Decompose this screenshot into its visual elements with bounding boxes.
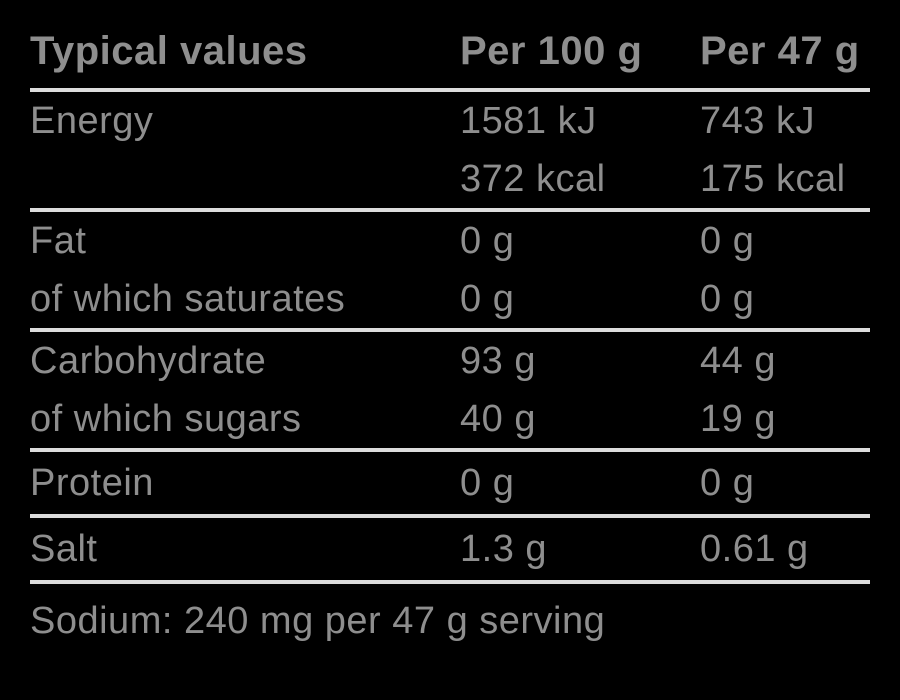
header-per-47g: Per 47 g xyxy=(700,29,860,73)
row-group-carbohydrate: Carbohydrate 93 g 44 g of which sugars 4… xyxy=(30,332,870,452)
row-label: Protein xyxy=(30,462,154,504)
value-per-47g: 19 g xyxy=(700,398,776,440)
table-row-carbohydrate: Carbohydrate 93 g 44 g xyxy=(30,332,870,390)
value-per-100g: 93 g xyxy=(460,340,536,382)
row-label: of which saturates xyxy=(30,278,346,320)
row-group-fat: Fat 0 g 0 g of which saturates 0 g 0 g xyxy=(30,212,870,332)
value-per-47g: 0.61 g xyxy=(700,528,809,570)
value-per-100g: 40 g xyxy=(460,398,536,440)
value-per-47g: 0 g xyxy=(700,462,755,504)
value-per-47g: 44 g xyxy=(700,340,776,382)
row-group-energy: Energy 1581 kJ 743 kJ 372 kcal 175 kcal xyxy=(30,92,870,212)
table-row-saturates: of which saturates 0 g 0 g xyxy=(30,270,870,328)
table-row-protein: Protein 0 g 0 g xyxy=(30,454,870,512)
value-per-100g: 1581 kJ xyxy=(460,100,597,142)
table-row-energy-kcal: 372 kcal 175 kcal xyxy=(30,150,870,208)
value-per-100g: 0 g xyxy=(460,278,515,320)
table-row-energy-kj: Energy 1581 kJ 743 kJ xyxy=(30,92,870,150)
row-label: Salt xyxy=(30,528,98,570)
value-per-100g: 1.3 g xyxy=(460,528,548,570)
header-typical-values: Typical values xyxy=(30,29,308,73)
row-group-salt: Salt 1.3 g 0.61 g xyxy=(30,518,870,584)
row-label: Fat xyxy=(30,220,87,262)
value-per-47g: 175 kcal xyxy=(700,158,846,200)
row-group-protein: Protein 0 g 0 g xyxy=(30,452,870,518)
header-per-100g: Per 100 g xyxy=(460,29,643,73)
table-header-row: Typical values Per 100 g Per 47 g xyxy=(30,0,870,92)
table-row-salt: Salt 1.3 g 0.61 g xyxy=(30,520,870,578)
value-per-47g: 0 g xyxy=(700,278,755,320)
nutrition-facts-table: Typical values Per 100 g Per 47 g Energy… xyxy=(30,0,870,650)
table-row-fat: Fat 0 g 0 g xyxy=(30,212,870,270)
value-per-100g: 0 g xyxy=(460,462,515,504)
row-label: Carbohydrate xyxy=(30,340,267,382)
value-per-47g: 743 kJ xyxy=(700,100,815,142)
value-per-47g: 0 g xyxy=(700,220,755,262)
value-per-100g: 372 kcal xyxy=(460,158,606,200)
sodium-footnote: Sodium: 240 mg per 47 g serving xyxy=(30,600,606,642)
table-row-sugars: of which sugars 40 g 19 g xyxy=(30,390,870,448)
row-label: of which sugars xyxy=(30,398,302,440)
row-label: Energy xyxy=(30,100,154,142)
value-per-100g: 0 g xyxy=(460,220,515,262)
